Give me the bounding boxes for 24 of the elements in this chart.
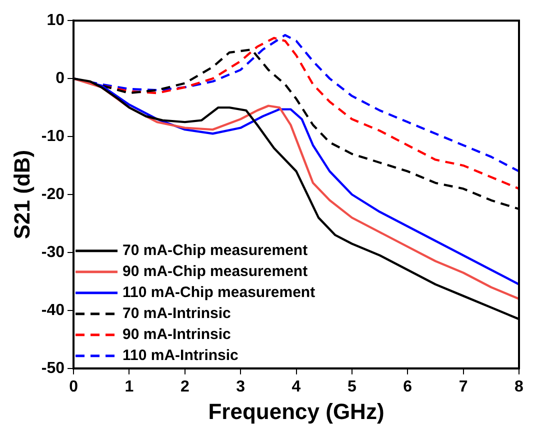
legend-label: 90 mA-Chip measurement xyxy=(122,263,308,280)
x-tick-label: 5 xyxy=(347,378,356,396)
legend-label: 110 mA-Chip measurement xyxy=(122,284,316,302)
y-tick-label: -20 xyxy=(41,186,65,203)
legend-label: 70 mA-Intrinsic xyxy=(122,305,231,322)
x-tick-label: 4 xyxy=(292,378,301,396)
y-axis-title: S21 (dB) xyxy=(9,150,34,240)
x-tick-label: 0 xyxy=(69,378,78,396)
legend-label: 70 mA-Chip measurement xyxy=(122,242,308,260)
y-tick-label: -30 xyxy=(41,244,65,261)
x-tick-label: 3 xyxy=(236,378,246,396)
y-tick-label: 10 xyxy=(46,12,65,30)
x-tick-label: 1 xyxy=(124,378,134,396)
legend-label: 90 mA-Intrinsic xyxy=(122,326,231,344)
x-tick-label: 8 xyxy=(514,378,524,396)
x-tick-label: 6 xyxy=(403,378,412,396)
y-tick-label: -50 xyxy=(41,360,65,377)
x-tick-label: 2 xyxy=(180,378,190,396)
legend-label: 110 mA-Intrinsic xyxy=(122,347,238,364)
y-tick-label: -40 xyxy=(41,302,65,319)
x-axis-title: Frequency (GHz) xyxy=(208,398,384,424)
y-tick-label: 0 xyxy=(56,70,65,87)
x-tick-label: 7 xyxy=(458,378,468,396)
y-tick-label: -10 xyxy=(41,128,65,145)
